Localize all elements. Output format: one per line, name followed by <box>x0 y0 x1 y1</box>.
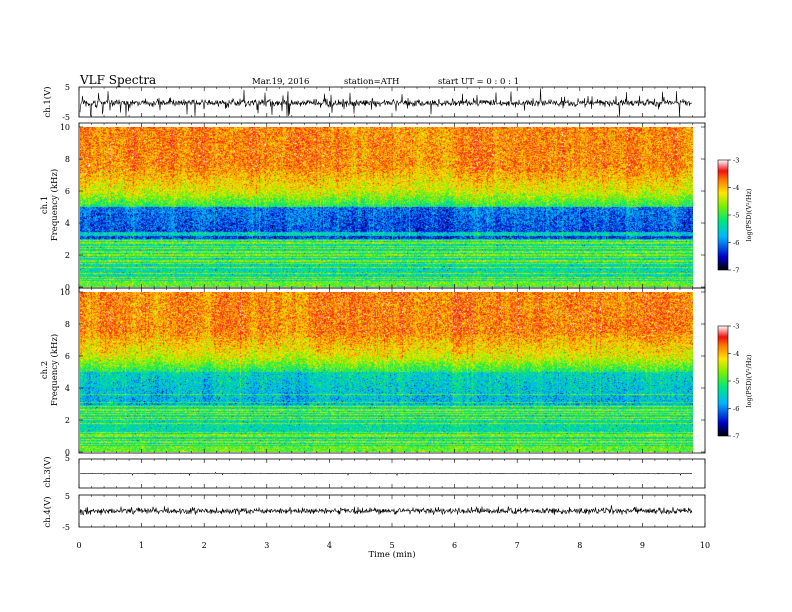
ch1-colorbar-ticks: -3 -4 -5 -6 -7 <box>728 157 739 275</box>
ch2-spectrogram-ytick-label: 10 <box>60 288 70 297</box>
ch1-colorbar-tick-label: -7 <box>733 267 739 275</box>
ch2-colorbar-tick-label: -5 <box>733 378 739 386</box>
ch1-spectrogram-ytick-label: 6 <box>65 187 70 196</box>
x-tick-label: 6 <box>452 541 457 550</box>
x-tick-label: 3 <box>264 541 269 550</box>
x-tick-label: 0 <box>76 541 81 550</box>
x-tick-label: 9 <box>640 541 645 550</box>
ch2-spectrogram-image <box>80 292 693 452</box>
ch3-waveform-ytick-top: 5 <box>65 454 70 463</box>
ch4-waveform-ytick-top: 5 <box>65 492 70 501</box>
ch1-spectrogram-ytick-label: 0 <box>65 283 70 292</box>
x-axis-ticks <box>78 87 706 527</box>
x-tick-label: 10 <box>700 541 710 550</box>
ch1-spectrogram-yticks: 0 2 4 6 8 10 <box>60 123 705 292</box>
ch2-colorbar-tick-label: -4 <box>733 350 739 358</box>
ch1-spectrogram-channel-label: ch.1 <box>40 196 50 214</box>
ch2-spectrogram-ytick-label: 4 <box>65 384 70 393</box>
ch1-spectrogram-panel: Frequency (kHz) ch.1 0 2 4 6 8 10 <box>40 122 706 292</box>
ch1-waveform-trace <box>79 88 693 117</box>
ch2-colorbar-label: log(PSD)(V²/Hz) <box>745 354 753 407</box>
x-tick-label: 4 <box>327 541 332 550</box>
ch2-colorbar: -3 -4 -5 -6 -7 log(PSD)(V²/Hz) <box>717 323 753 441</box>
figure-title: VLF Spectra <box>79 73 156 87</box>
ch1-spectrogram-ytick-label: 8 <box>65 155 70 164</box>
ch1-colorbar-tick-label: -6 <box>733 239 739 247</box>
ch2-colorbar-tick-label: -3 <box>733 323 739 331</box>
ch1-waveform-ylabel: ch.1(V) <box>42 86 53 117</box>
ch1-colorbar-bar <box>717 159 729 271</box>
ch2-spectrogram-ytick-label: 2 <box>65 416 70 425</box>
ch2-spectrogram-ytick-label: 8 <box>65 320 70 329</box>
ch1-waveform-frame <box>78 86 706 118</box>
ch1-colorbar-tick-label: -5 <box>733 212 739 220</box>
ch1-colorbar-tick-label: -4 <box>733 184 739 192</box>
ch1-colorbar: -3 -4 -5 -6 -7 log(PSD)(V²/Hz) <box>717 157 753 275</box>
ch4-waveform-ytick-bottom: -5 <box>62 523 70 532</box>
x-axis-label: Time (min) <box>368 549 415 560</box>
x-tick-label: 1 <box>139 541 144 550</box>
x-axis-tick-labels: 0 1 2 3 4 5 6 7 8 9 10 <box>76 541 710 550</box>
ch1-waveform-ytick-bottom: -5 <box>62 113 70 122</box>
ch3-waveform-ylabel: ch.3(V) <box>42 456 53 487</box>
x-tick-label: 5 <box>389 541 394 550</box>
x-tick-label: 2 <box>202 541 207 550</box>
ch2-spectrogram-ylabel: Frequency (kHz) <box>49 334 60 406</box>
ch2-spectrogram-ytick-label: 0 <box>65 448 70 457</box>
start-time-label: start UT = 0 : 0 : 1 <box>438 77 519 87</box>
ch1-spectrogram-ylabel: Frequency (kHz) <box>49 169 60 241</box>
ch1-colorbar-label: log(PSD)(V²/Hz) <box>745 188 753 241</box>
station-label: station=ATH <box>344 77 399 87</box>
ch1-waveform-ytick-top: 5 <box>65 83 70 92</box>
x-tick-label: 8 <box>577 541 582 550</box>
ch2-colorbar-tick-label: -7 <box>733 433 739 441</box>
ch1-spectrogram-ytick-label: 10 <box>60 123 70 132</box>
date-label: Mar.19, 2016 <box>252 77 309 87</box>
ch1-spectrogram-image <box>80 127 693 287</box>
ch2-spectrogram-panel: Frequency (kHz) ch.2 0 2 4 6 8 10 <box>40 287 706 457</box>
ch2-spectrogram-channel-label: ch.2 <box>40 361 50 379</box>
ch2-spectrogram-yticks: 0 2 4 6 8 10 <box>60 288 705 457</box>
ch2-colorbar-bar <box>717 325 729 437</box>
ch1-spectrogram-ytick-label: 2 <box>65 251 70 260</box>
ch1-colorbar-tick-label: -3 <box>733 157 739 165</box>
x-tick-label: 7 <box>515 541 520 550</box>
ch3-waveform-trace <box>80 471 693 477</box>
ch4-waveform-trace <box>79 505 693 516</box>
ch2-colorbar-ticks: -3 -4 -5 -6 -7 <box>728 323 739 441</box>
ch2-spectrogram-ytick-label: 6 <box>65 352 70 361</box>
ch2-colorbar-tick-label: -6 <box>733 405 739 413</box>
ch4-waveform-ylabel: ch.4(V) <box>42 496 53 527</box>
ch1-spectrogram-ytick-label: 4 <box>65 219 70 228</box>
